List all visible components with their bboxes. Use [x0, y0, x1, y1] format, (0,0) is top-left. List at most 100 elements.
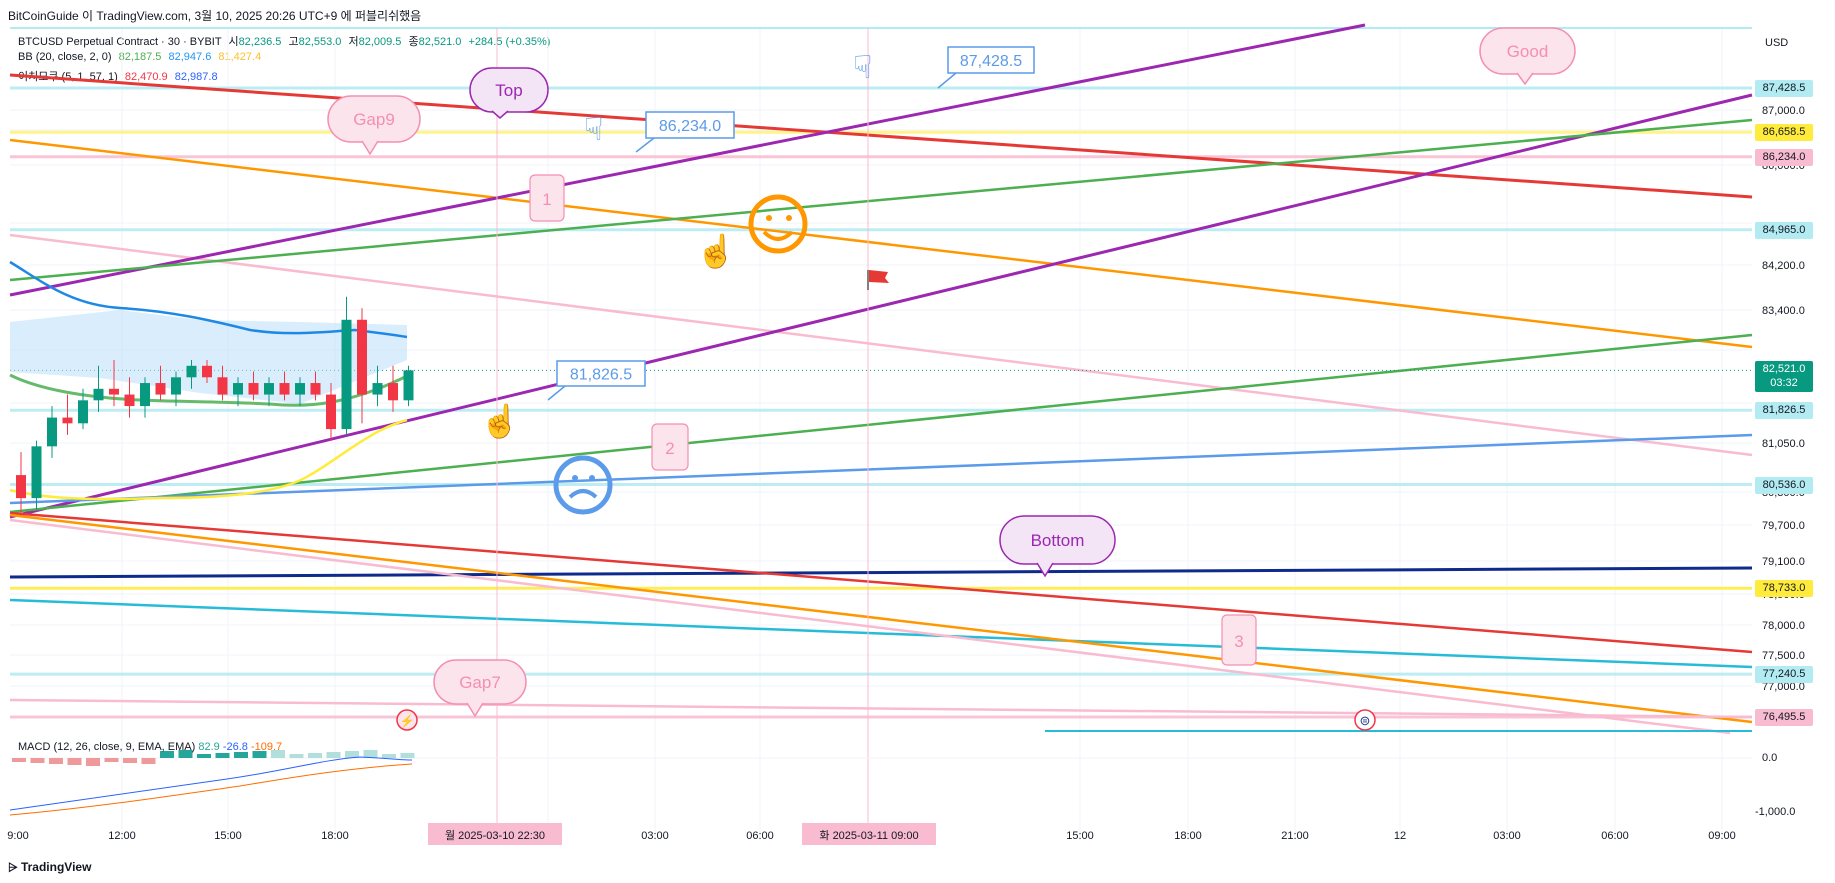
macd-hist-12 — [234, 752, 248, 758]
symbol-legend[interactable]: BTCUSD Perpetual Contract · 30 · BYBIT 시… — [18, 33, 550, 49]
navy-trendline-drawing[interactable] — [9, 566, 1753, 579]
candle-body-10 — [171, 377, 181, 395]
macd-hist-value: 82.9 — [198, 741, 220, 753]
y-tick-11: 77,000.0 — [1762, 681, 1805, 693]
y-tick-4: 81,050.0 — [1762, 438, 1805, 450]
candle-body-22 — [357, 319, 367, 395]
callout-86234-box — [645, 111, 735, 139]
close-label: 종 — [408, 36, 419, 48]
bb-legend[interactable]: BB (20, close, 2, 0) 82,187.5 82,947.6 8… — [18, 51, 261, 63]
smiley-face-icon — [748, 194, 808, 254]
candle-body-18 — [295, 383, 305, 395]
macd-hist-4 — [86, 758, 100, 766]
sad-face-icon — [553, 455, 613, 515]
orange-trendline-upper-drawing[interactable] — [9, 138, 1753, 349]
candle-body-13 — [217, 377, 228, 395]
macd-hist-18 — [345, 751, 359, 758]
green-trendline-lower-drawing[interactable] — [9, 333, 1753, 514]
price-tag-6: 78,733.0 — [1755, 580, 1813, 598]
x-tick-10: 03:00 — [1493, 830, 1521, 842]
bb-basis-value: 82,187.5 — [118, 51, 162, 63]
candle-body-16 — [264, 383, 274, 395]
price-tag-0: 87,428.5 — [1755, 80, 1813, 97]
pink-trendline-lower-drawing[interactable] — [9, 518, 1731, 735]
macd-label: MACD (12, 26, close, 9, EMA, EMA) — [18, 741, 196, 753]
open-label: 시 — [228, 36, 239, 48]
x-tick-5: 06:00 — [746, 830, 774, 842]
tradingview-logo[interactable]: ⩥ TradingView — [8, 860, 92, 874]
x-tick-6: 15:00 — [1066, 830, 1094, 842]
macd-hist-8 — [160, 751, 174, 758]
candle-body-23 — [372, 383, 383, 395]
macd-hist-17 — [326, 752, 341, 758]
blue-trendline-drawing[interactable] — [9, 433, 1753, 505]
crosshair-label-1-bg — [428, 823, 562, 845]
price-tag-8: 76,495.5 — [1755, 709, 1813, 726]
macd-hist-5 — [104, 758, 119, 762]
candle-body-24 — [388, 383, 398, 401]
x-tick-4: 03:00 — [641, 830, 669, 842]
crosshair-label-1: 월 2025-03-10 22:30 — [445, 829, 545, 842]
red-trendline-upper-drawing[interactable] — [9, 73, 1753, 199]
low-value: 82,009.5 — [358, 36, 402, 48]
candle-body-12 — [202, 365, 212, 378]
price-tag-7: 77,240.5 — [1755, 666, 1813, 684]
candle-timer: 03:32 — [1770, 377, 1798, 390]
callout-87428-box — [947, 46, 1035, 74]
high-value: 82,553.0 — [298, 36, 342, 48]
pink-trendline-flat-drawing[interactable] — [9, 698, 1753, 719]
hand-down-icon: ☟ — [584, 111, 603, 147]
macd-legend[interactable]: MACD (12, 26, close, 9, EMA, EMA) 82.9 -… — [18, 741, 282, 753]
candle-body-8 — [140, 383, 150, 407]
y-tick-6: 79,700.0 — [1762, 520, 1805, 532]
purple-trendline-steep-drawing[interactable] — [9, 23, 1366, 297]
num1-annotation-box — [529, 174, 565, 222]
macd-hist-11 — [215, 753, 230, 758]
candle-body-9 — [155, 383, 166, 395]
x-tick-9: 12 — [1394, 830, 1406, 842]
ichimoku-value-1: 82,470.9 — [124, 71, 168, 83]
candle-body-6 — [109, 388, 119, 395]
low-label: 저 — [348, 36, 359, 48]
red-trendline-lower-drawing[interactable] — [9, 511, 1753, 654]
callout-87428-label: 87,428.5 — [960, 53, 1022, 70]
crosshair-label-2: 화 2025-03-11 09:00 — [819, 829, 918, 842]
price-tag-5: 80,536.0 — [1755, 476, 1813, 494]
bottom-annotation-bubble — [999, 515, 1116, 565]
gap7-annotation-tail — [466, 702, 484, 718]
purple-trendline-long-drawing[interactable] — [9, 93, 1753, 519]
pink-trendline-drawing[interactable] — [9, 233, 1753, 457]
y-tick-10: 77,500.0 — [1762, 650, 1805, 662]
sad-mouth — [568, 489, 598, 499]
y-tick-9: 78,000.0 — [1762, 620, 1805, 632]
hand-up-2-icon: ☝ — [480, 402, 520, 440]
candle-body-17 — [279, 383, 290, 395]
macd-line — [9, 756, 413, 811]
lightning-glyph-icon: ⚡ — [400, 714, 415, 728]
candle-body-5 — [93, 388, 104, 401]
orange-trendline-lower-drawing[interactable] — [9, 513, 1753, 724]
price-tag-2: 86,234.0 — [1755, 148, 1813, 166]
macd-tick-0: 0.0 — [1762, 752, 1777, 764]
top-annotation-bubble — [469, 67, 549, 113]
macd-tick-1: -1,000.0 — [1755, 806, 1795, 818]
currency-label[interactable]: USD — [1765, 37, 1789, 49]
price-tag-1: 86,658.5 — [1755, 124, 1813, 142]
y-tick-3: 83,400.0 — [1762, 305, 1805, 317]
gap9-annotation-tail — [361, 140, 379, 156]
y-tick-7: 79,100.0 — [1762, 556, 1805, 568]
macd-hist-9 — [178, 750, 193, 758]
cyan-trendline-drawing[interactable] — [9, 598, 1753, 669]
candle-body-21 — [341, 319, 352, 430]
top-annotation-label: Top — [495, 81, 522, 100]
macd-signal-value: -109.7 — [250, 741, 283, 753]
num1-annotation-label: 1 — [542, 190, 551, 209]
green-trendline-upper-drawing[interactable] — [9, 118, 1753, 282]
smiley-mouth — [762, 230, 794, 241]
sad-eye-left — [572, 475, 578, 481]
macd-hist-19 — [363, 750, 378, 758]
x-tick-8: 21:00 — [1281, 830, 1309, 842]
bb-lower-line — [9, 418, 408, 501]
macd-hist-3 — [67, 758, 82, 765]
